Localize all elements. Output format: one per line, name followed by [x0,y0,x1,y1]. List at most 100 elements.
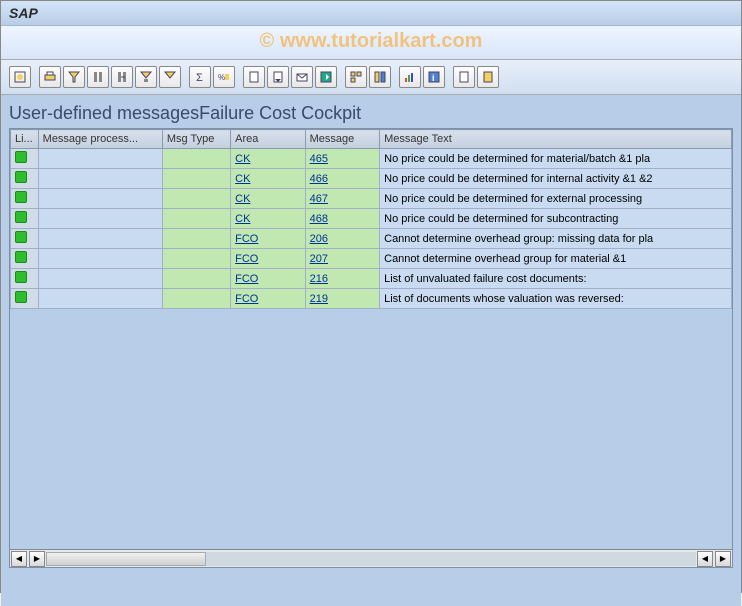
message-cell[interactable]: 468 [305,209,380,229]
toolbar: Σ % i [1,60,741,95]
table-header-row: Li... Message process... Msg Type Area M… [11,130,732,149]
process-cell [38,189,162,209]
message-cell[interactable]: 467 [305,189,380,209]
layout-icon[interactable] [345,66,367,88]
horizontal-scrollbar: ◀ ▶ ◀ ▶ [10,549,732,567]
msgtype-cell [162,169,230,189]
scroll-right-end-icon[interactable]: ▶ [715,551,731,567]
msgtype-cell [162,269,230,289]
window-title: SAP [9,5,38,21]
text-cell: No price could be determined for subcont… [380,209,732,229]
table-body: CK465No price could be determined for ma… [11,149,732,309]
table-row[interactable]: CK466No price could be determined for in… [11,169,732,189]
status-green-icon [15,151,27,163]
find-icon[interactable] [87,66,109,88]
msgtype-cell [162,229,230,249]
local-file-icon[interactable] [267,66,289,88]
message-cell[interactable]: 216 [305,269,380,289]
col-header-msgtype[interactable]: Msg Type [162,130,230,149]
scroll-left-icon[interactable]: ▶ [29,551,45,567]
area-cell[interactable]: FCO [231,289,306,309]
msgtype-cell [162,209,230,229]
message-cell[interactable]: 206 [305,229,380,249]
process-cell [38,289,162,309]
area-cell[interactable]: FCO [231,269,306,289]
message-cell[interactable]: 207 [305,249,380,269]
menu-strip [1,26,741,60]
new-icon[interactable] [453,66,475,88]
status-cell [11,149,39,169]
graphic-icon[interactable] [399,66,421,88]
area-cell[interactable]: CK [231,209,306,229]
scroll-track[interactable] [46,552,696,566]
area-cell[interactable]: FCO [231,249,306,269]
status-green-icon [15,191,27,203]
svg-text:i: i [432,73,435,83]
message-cell[interactable]: 466 [305,169,380,189]
find-next-icon[interactable] [111,66,133,88]
layout-change-icon[interactable] [369,66,391,88]
status-cell [11,269,39,289]
messages-table: Li... Message process... Msg Type Area M… [10,129,732,309]
table-row[interactable]: FCO219List of documents whose valuation … [11,289,732,309]
status-green-icon [15,171,27,183]
table-row[interactable]: CK468No price could be determined for su… [11,209,732,229]
process-cell [38,169,162,189]
text-cell: List of unvaluated failure cost document… [380,269,732,289]
col-header-text[interactable]: Message Text [380,130,732,149]
excel-icon[interactable] [315,66,337,88]
status-green-icon [15,251,27,263]
info-icon[interactable]: i [423,66,445,88]
sum-icon[interactable]: Σ [189,66,211,88]
table-row[interactable]: CK467No price could be determined for ex… [11,189,732,209]
status-cell [11,169,39,189]
status-cell [11,189,39,209]
msgtype-cell [162,149,230,169]
table-row[interactable]: CK465No price could be determined for ma… [11,149,732,169]
filter-icon[interactable] [63,66,85,88]
msgtype-cell [162,249,230,269]
msgtype-cell [162,289,230,309]
message-cell[interactable]: 465 [305,149,380,169]
area-cell[interactable]: CK [231,189,306,209]
scroll-right-icon[interactable]: ◀ [697,551,713,567]
subtotal-icon[interactable]: % [213,66,235,88]
table-row[interactable]: FCO206Cannot determine overhead group: m… [11,229,732,249]
text-cell: Cannot determine overhead group for mate… [380,249,732,269]
col-header-message[interactable]: Message [305,130,380,149]
content-area: User-defined messagesFailure Cost Cockpi… [1,95,741,606]
status-cell [11,209,39,229]
status-green-icon [15,291,27,303]
area-cell[interactable]: CK [231,149,306,169]
process-cell [38,269,162,289]
scroll-thumb[interactable] [46,552,206,566]
text-cell: Cannot determine overhead group: missing… [380,229,732,249]
process-cell [38,209,162,229]
details-icon[interactable] [9,66,31,88]
msgtype-cell [162,189,230,209]
scroll-left-start-icon[interactable]: ◀ [11,551,27,567]
col-header-process[interactable]: Message process... [38,130,162,149]
mail-icon[interactable] [291,66,313,88]
sort-asc-icon[interactable] [135,66,157,88]
print-icon[interactable] [39,66,61,88]
area-cell[interactable]: CK [231,169,306,189]
table-row[interactable]: FCO207Cannot determine overhead group fo… [11,249,732,269]
process-cell [38,249,162,269]
change-icon[interactable] [477,66,499,88]
section-title: User-defined messagesFailure Cost Cockpi… [9,103,733,124]
status-green-icon [15,271,27,283]
col-header-light[interactable]: Li... [11,130,39,149]
status-cell [11,229,39,249]
status-cell [11,249,39,269]
process-cell [38,149,162,169]
area-cell[interactable]: FCO [231,229,306,249]
text-cell: No price could be determined for interna… [380,169,732,189]
sort-desc-icon[interactable] [159,66,181,88]
svg-text:Σ: Σ [196,72,203,84]
status-cell [11,289,39,309]
table-row[interactable]: FCO216List of unvaluated failure cost do… [11,269,732,289]
export-icon[interactable] [243,66,265,88]
message-cell[interactable]: 219 [305,289,380,309]
col-header-area[interactable]: Area [231,130,306,149]
